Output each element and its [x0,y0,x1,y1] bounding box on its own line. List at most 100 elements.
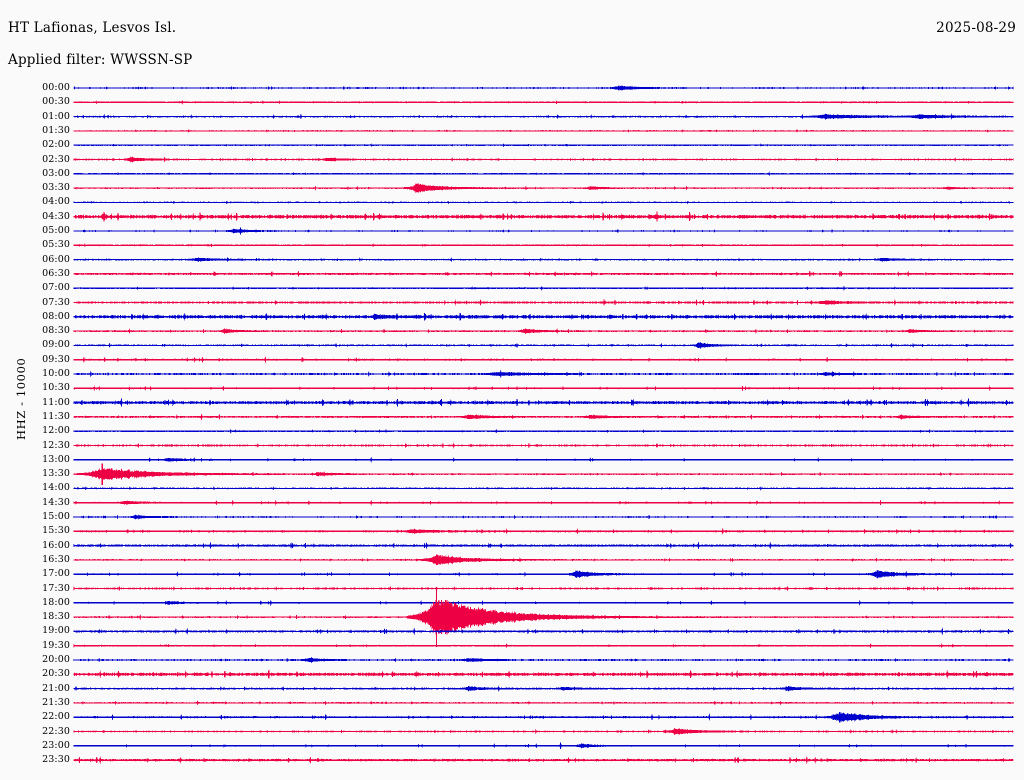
trace-1200 [73,429,1014,434]
time-tick-1500: 15:00 [42,511,70,522]
time-tick-0630: 06:30 [42,267,70,279]
time-tick-1030: 10:30 [42,382,70,394]
trace-0200 [73,143,1014,148]
trace-0330 [73,182,1014,194]
trace-2330 [73,756,1014,765]
time-tick-0200: 02:00 [42,139,70,151]
time-tick-0900: 09:00 [42,339,70,351]
time-tick-1700: 17:00 [42,568,70,580]
trace-1900 [73,627,1014,636]
trace-2230 [73,727,1014,736]
trace-0930 [73,355,1014,364]
time-tick-2200: 22:00 [42,711,70,723]
trace-2030 [73,669,1014,679]
trace-0830 [73,328,1014,335]
time-tick-1130: 11:30 [42,410,70,422]
trace-1230 [73,442,1014,449]
time-tick-1430: 14:30 [42,496,70,508]
applied-filter-label: Applied filter: WWSSN-SP [8,52,193,68]
time-tick-0730: 07:30 [42,296,70,308]
time-tick-1300: 13:00 [42,453,70,465]
trace-2200 [73,711,1014,724]
time-tick-1400: 14:00 [42,482,70,494]
time-tick-1800: 18:00 [42,596,70,608]
time-tick-1200: 12:00 [42,425,70,437]
trace-0000 [73,85,1014,91]
time-tick-1630: 16:30 [42,553,70,565]
trace-2300 [73,742,1014,750]
trace-0130 [73,129,1014,133]
time-tick-2000: 20:00 [42,654,70,665]
time-tick-0330: 03:30 [42,182,70,194]
trace-0800 [73,312,1014,321]
trace-1130 [73,413,1014,421]
time-tick-2330: 23:30 [42,754,70,766]
record-date: 2025-08-29 [936,20,1016,36]
trace-1530 [73,527,1014,535]
trace-1300 [73,456,1014,463]
time-tick-0300: 03:00 [42,167,70,179]
time-tick-0100: 01:00 [42,110,70,122]
trace-1800 [73,599,1014,606]
trace-2100 [73,685,1014,692]
time-tick-0930: 09:30 [42,353,70,365]
station-title: HT Lafionas, Lesvos Isl. [8,20,177,36]
time-tick-2300: 23:00 [42,739,70,751]
time-tick-1230: 12:30 [42,439,70,451]
trace-0630 [73,270,1014,278]
trace-1930 [73,643,1014,649]
time-tick-2100: 21:00 [42,682,70,694]
time-tick-0800: 08:00 [42,310,70,322]
trace-1430 [73,499,1014,506]
trace-1100 [73,398,1014,407]
trace-0600 [73,257,1014,263]
time-tick-2030: 20:30 [42,668,70,680]
trace-0400 [73,200,1014,205]
trace-0730 [73,298,1014,307]
time-tick-1900: 19:00 [42,625,70,637]
time-tick-0230: 02:30 [42,153,70,165]
trace-1030 [73,385,1014,392]
time-tick-1830: 18:30 [42,611,70,623]
time-tick-2230: 22:30 [42,725,70,737]
trace-1400 [73,486,1014,491]
time-tick-0830: 08:30 [42,325,70,337]
trace-1500 [73,514,1014,520]
trace-0500 [73,226,1014,236]
trace-0700 [73,285,1014,291]
time-tick-1600: 16:00 [42,539,70,551]
time-tick-0130: 01:30 [42,124,70,136]
trace-2000 [73,656,1014,664]
time-tick-0500: 05:00 [42,225,70,236]
time-tick-1100: 11:00 [42,396,70,408]
time-tick-0400: 04:00 [42,196,70,208]
trace-1630 [73,554,1014,566]
trace-0530 [73,243,1014,248]
trace-1600 [73,541,1014,550]
time-tick-1530: 15:30 [42,525,70,537]
time-tick-0030: 00:30 [42,96,70,108]
time-tick-1330: 13:30 [42,468,70,480]
trace-2130 [73,700,1014,706]
trace-1830 [73,599,1014,635]
time-tick-0000: 00:00 [42,82,70,93]
trace-0100 [73,113,1014,121]
trace-0230 [73,156,1014,163]
trace-1700 [73,569,1014,579]
time-tick-0530: 05:30 [42,239,70,251]
time-tick-1730: 17:30 [42,582,70,594]
trace-0030 [73,100,1014,105]
time-tick-1930: 19:30 [42,639,70,651]
trace-0900 [73,341,1014,350]
trace-0300 [73,171,1014,176]
time-tick-0700: 07:00 [42,282,70,294]
trace-0430 [73,211,1014,222]
time-tick-2130: 21:30 [42,696,70,708]
time-tick-0430: 04:30 [42,210,70,222]
trace-1330 [73,467,1014,481]
trace-1730 [73,585,1014,592]
time-tick-1000: 10:00 [42,368,70,379]
time-tick-0600: 06:00 [42,253,70,265]
